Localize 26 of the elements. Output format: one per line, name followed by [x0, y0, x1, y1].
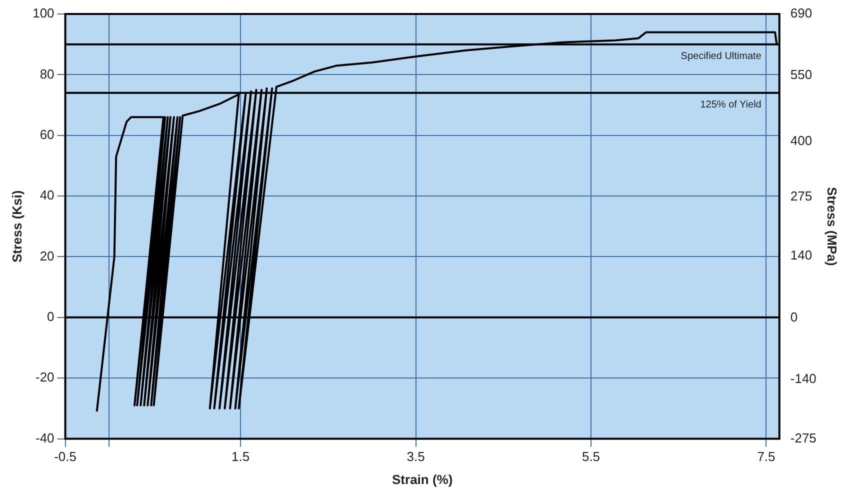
y2-tick-label: 140 [790, 248, 812, 263]
y-tick-label: -40 [35, 430, 54, 446]
y2-tick-label: 550 [790, 67, 812, 82]
y-tick-label: 80 [40, 66, 54, 82]
x-tick-label: -0.5 [54, 449, 76, 464]
y2-tick-label: 690 [790, 6, 812, 21]
y2-tick-label: 275 [790, 188, 812, 204]
x-tick-label: 5.5 [582, 449, 600, 464]
y-tick-label: 20 [40, 248, 54, 264]
x-tick-label: 3.5 [406, 449, 425, 464]
y2-tick-label: -140 [790, 370, 816, 386]
y-tick-label: -20 [35, 370, 54, 385]
y2-axis-title: Stress (MPa) [824, 187, 840, 266]
ref-line-label: 125% of Yield [700, 100, 762, 111]
y2-tick-label: 0 [790, 309, 798, 324]
x-axis-title: Strain (%) [392, 472, 453, 487]
y-tick-label: 40 [40, 188, 54, 203]
x-tick-label: 1.5 [231, 449, 250, 464]
y-tick-label: 0 [47, 309, 54, 324]
y-tick-label: 60 [40, 126, 54, 142]
y2-tick-label: 400 [790, 133, 812, 148]
y-axis-title: Stress (Ksi) [9, 190, 24, 263]
y-tick-label: 100 [32, 6, 54, 21]
x-tick-label: 7.5 [757, 449, 776, 464]
y2-tick-label: -275 [790, 430, 816, 446]
ref-line-label: Specified Ultimate [680, 51, 762, 62]
